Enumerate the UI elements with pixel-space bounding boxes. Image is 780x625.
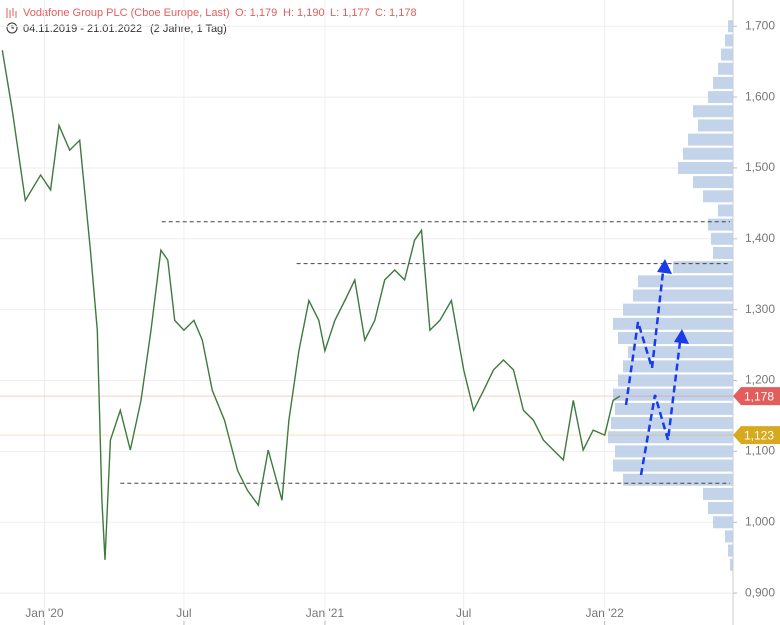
volume-profile-bar — [608, 431, 733, 444]
y-tick-label: 1,400 — [745, 231, 775, 245]
volume-profile-bar — [721, 48, 733, 61]
y-tick-label: 1,500 — [745, 160, 775, 174]
volume-profile-bar — [615, 445, 733, 458]
volume-profile-bar — [623, 303, 733, 316]
y-tick-label: 1,600 — [745, 89, 775, 103]
volume-profile-bar — [728, 20, 733, 33]
volume-profile-bar — [613, 459, 733, 472]
volume-profile-bar — [728, 544, 733, 557]
volume-profile-bar — [688, 133, 733, 146]
volume-profile-bar — [613, 317, 733, 330]
x-tick-label: Jan '21 — [306, 606, 345, 620]
x-tick-label: Jan '20 — [25, 606, 64, 620]
date-range: 04.11.2019 - 21.01.2022 — [23, 23, 142, 35]
volume-profile-bar — [713, 76, 733, 89]
volume-profile-bar — [725, 530, 733, 543]
header-icon — [6, 8, 17, 18]
clock-icon — [6, 22, 18, 34]
volume-profile-bar — [713, 516, 733, 529]
volume-profile-bar — [613, 388, 733, 401]
volume-profile-bar — [638, 275, 733, 288]
price-tag — [733, 387, 780, 406]
volume-profile-bar — [730, 558, 733, 571]
price-tag — [733, 426, 780, 445]
y-tick-label: 1,200 — [745, 373, 775, 387]
volume-profile-bar — [718, 204, 733, 217]
x-tick-label: Jul — [456, 606, 471, 620]
ohlc-close: C: 1,178 — [375, 7, 417, 19]
period: (2 Jahre, 1 Tag) — [150, 23, 227, 35]
volume-profile-bar — [673, 261, 733, 274]
volume-profile-bar — [618, 332, 733, 345]
ohlc-high: H: 1,190 — [283, 7, 325, 19]
volume-profile-bar — [708, 218, 733, 231]
y-tick-label: 1,000 — [745, 514, 775, 528]
volume-profile-bar — [703, 487, 733, 500]
price-tag-label: 1,178 — [744, 389, 774, 403]
volume-profile-bar — [611, 417, 733, 430]
title: Vodafone Group PLC (Cboe Europe, Last) — [23, 7, 230, 19]
volume-profile-bar — [703, 190, 733, 203]
price-tag-label: 1,123 — [744, 428, 774, 442]
volume-profile-bar — [615, 402, 733, 415]
y-tick-label: 1,300 — [745, 302, 775, 316]
volume-profile-bar — [718, 62, 733, 75]
x-tick-label: Jul — [176, 606, 191, 620]
volume-profile-bar — [698, 119, 733, 132]
volume-profile-bar — [725, 34, 733, 47]
volume-profile-bar — [708, 91, 733, 104]
volume-profile-bar — [633, 289, 733, 302]
y-tick-label: 1,100 — [745, 444, 775, 458]
volume-profile-bar — [713, 246, 733, 259]
volume-profile-bar — [711, 232, 733, 245]
volume-profile-bar — [693, 176, 733, 189]
volume-profile-bar — [623, 473, 733, 486]
x-tick-label: Jan '22 — [586, 606, 625, 620]
price-line — [1, 50, 621, 560]
y-tick-label: 1,700 — [745, 18, 775, 32]
annotation-arrowheads — [657, 259, 689, 344]
volume-profile-bar — [678, 161, 733, 174]
annotation-arrows — [624, 271, 682, 476]
volume-profile-bar — [708, 502, 733, 515]
volume-profile-bar — [693, 105, 733, 118]
y-tick-label: 0,900 — [745, 585, 775, 599]
ohlc-low: L: 1,177 — [330, 7, 370, 19]
ohlc-open: O: 1,179 — [235, 7, 277, 19]
volume-profile-bar — [683, 147, 733, 160]
